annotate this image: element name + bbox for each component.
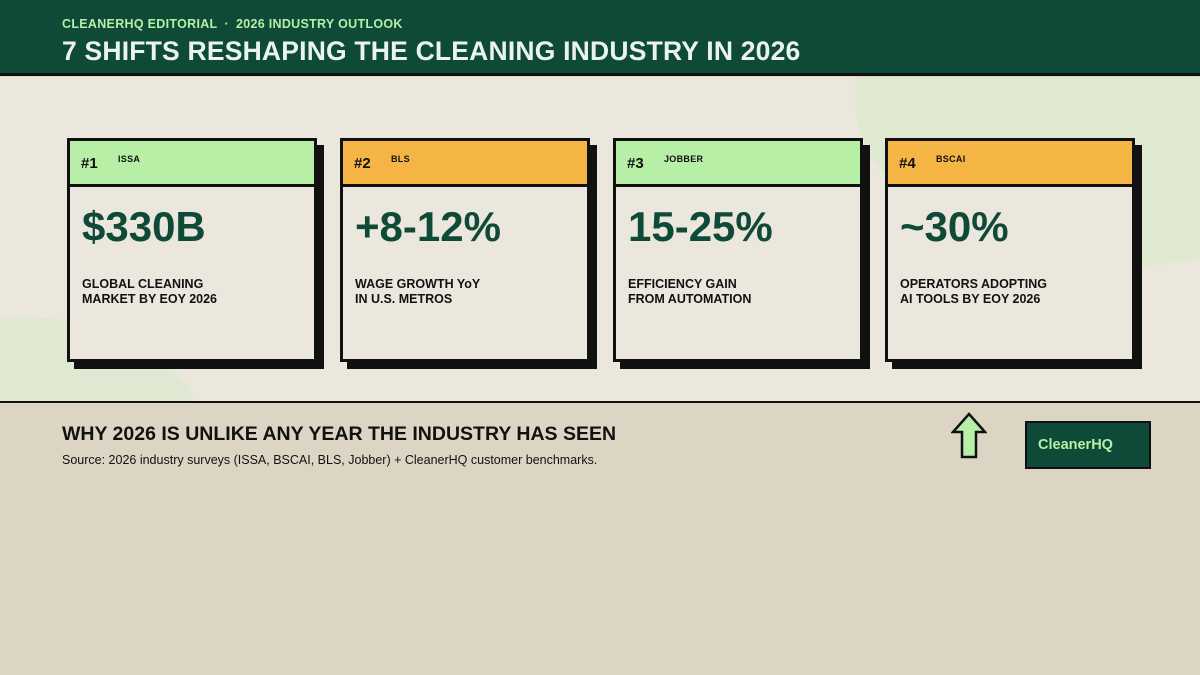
card-rank: #2 <box>354 155 371 172</box>
stat-card: #3 JOBBER 15-25% EFFICIENCY GAIN FROM AU… <box>613 138 863 362</box>
card-header: #1 ISSA <box>70 141 314 187</box>
stat-card: #1 ISSA $330B GLOBAL CLEANING MARKET BY … <box>67 138 317 362</box>
card-label: OPERATORS ADOPTING AI TOOLS BY EOY 2026 <box>900 277 1120 307</box>
card-source: ISSA <box>118 154 141 164</box>
card-source: BLS <box>391 154 410 164</box>
card-stat: $330B <box>82 203 206 250</box>
card-header: #3 JOBBER <box>616 141 860 187</box>
brand-logo: CleanerHQ <box>1025 421 1151 469</box>
card-header: #2 BLS <box>343 141 587 187</box>
card-rank: #1 <box>81 155 98 172</box>
stat-card: #2 BLS +8-12% WAGE GROWTH YoY IN U.S. ME… <box>340 138 590 362</box>
brand-name: CleanerHQ <box>1038 437 1113 453</box>
card-label-line: FROM AUTOMATION <box>628 292 752 306</box>
card-rank: #4 <box>899 155 916 172</box>
card-label-line: GLOBAL CLEANING <box>82 277 204 291</box>
card-stat: 15-25% <box>628 203 773 250</box>
card-source: BSCAI <box>936 154 966 164</box>
card-label: GLOBAL CLEANING MARKET BY EOY 2026 <box>82 277 302 307</box>
kicker-publisher: CLEANERHQ EDITORIAL <box>62 17 218 31</box>
card-stat: +8-12% <box>355 203 501 250</box>
card-label-line: WAGE GROWTH YoY <box>355 277 481 291</box>
page-title: 7 SHIFTS RESHAPING THE CLEANING INDUSTRY… <box>62 36 801 66</box>
header-bar: CLEANERHQ EDITORIAL · 2026 INDUSTRY OUTLOO… <box>0 0 1200 76</box>
card-stat: ~30% <box>900 203 1009 250</box>
kicker-series: 2026 INDUSTRY OUTLOOK <box>235 17 403 31</box>
card-label: WAGE GROWTH YoY IN U.S. METROS <box>355 277 575 307</box>
kicker-separator: · <box>224 17 229 31</box>
up-arrow-icon <box>951 412 987 459</box>
card-label: EFFICIENCY GAIN FROM AUTOMATION <box>628 277 848 307</box>
card-label-line: OPERATORS ADOPTING <box>900 277 1048 291</box>
card-source: JOBBER <box>664 154 704 164</box>
stat-card: #4 BSCAI ~30% OPERATORS ADOPTING AI TOOL… <box>885 138 1135 362</box>
card-label-line: IN U.S. METROS <box>355 292 453 306</box>
kicker: CLEANERHQ EDITORIAL · 2026 INDUSTRY OUTLOO… <box>62 17 403 31</box>
card-label-line: AI TOOLS BY EOY 2026 <box>900 292 1041 306</box>
card-header: #4 BSCAI <box>888 141 1132 187</box>
card-rank: #3 <box>627 155 644 172</box>
source-note: Source: 2026 industry surveys (ISSA, BSC… <box>62 453 598 467</box>
card-label-line: MARKET BY EOY 2026 <box>82 292 218 306</box>
card-label-line: EFFICIENCY GAIN <box>628 277 737 291</box>
footer-title: WHY 2026 IS UNLIKE ANY YEAR THE INDUSTRY… <box>62 423 617 445</box>
